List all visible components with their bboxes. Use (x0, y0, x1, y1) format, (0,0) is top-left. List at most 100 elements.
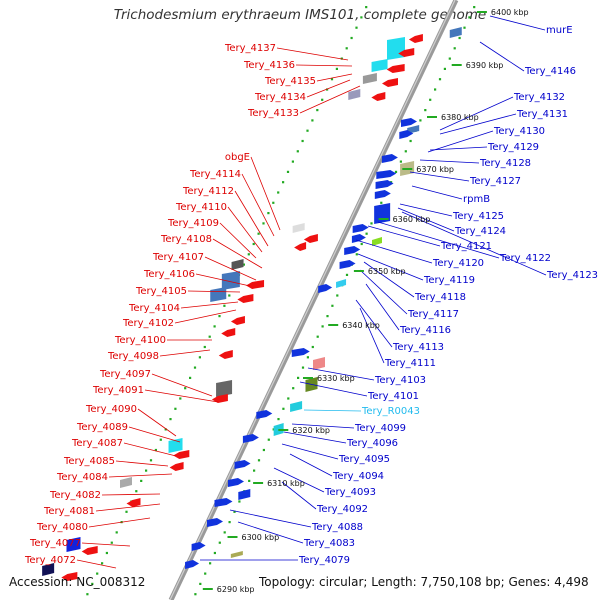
tick-dot (345, 273, 349, 276)
gene-block (238, 489, 251, 500)
gene-arrow (191, 542, 206, 551)
tick-dot (311, 345, 314, 349)
leader-line (299, 381, 368, 397)
tick-dot (453, 47, 456, 50)
leader-line (151, 373, 213, 397)
tick-dot (350, 36, 353, 40)
tick-dot (105, 551, 108, 555)
tick-dot (434, 88, 437, 91)
tick-dot (330, 78, 334, 81)
gene-label-right: rpmB (463, 194, 490, 205)
leader-line (489, 15, 546, 31)
tick-dot (360, 242, 363, 246)
gene-label-right: Tery_4116 (399, 325, 451, 336)
gene-label-right: Tery_4146 (524, 66, 576, 77)
gene-label-right: Tery_4111 (384, 358, 436, 369)
gene-block (362, 73, 377, 84)
tick-dot (223, 304, 226, 307)
tick-dot (409, 139, 412, 143)
gene-block (66, 537, 81, 552)
kbp-tick-label: 6350 kbp (368, 267, 406, 276)
gene-label-left: Tery_4080 (36, 522, 88, 533)
leader-line (299, 85, 361, 114)
gene-label-left: Tery_4072 (24, 555, 76, 566)
leader-line (108, 473, 173, 478)
gene-arrow (246, 280, 265, 289)
tick-dot (262, 448, 265, 452)
gene-block (372, 237, 382, 246)
leader-line (363, 261, 415, 298)
tick-dot (468, 16, 471, 19)
gene-arrow (375, 180, 394, 189)
tick-dot (336, 294, 339, 297)
tick-dot (189, 376, 192, 379)
tick-dot (331, 304, 334, 307)
gene-block (120, 477, 132, 488)
tick-dot (203, 345, 206, 349)
tick-dot (253, 469, 256, 472)
gene-label-right: murE (546, 25, 573, 36)
tick-dot (164, 428, 167, 431)
gene-label-left: Tery_4085 (63, 456, 115, 467)
tick-dot (301, 366, 305, 369)
tick-dot (193, 366, 197, 369)
leader-line (180, 301, 239, 309)
gene-block (336, 279, 347, 288)
tick-dot (204, 572, 207, 575)
gene-block (210, 287, 227, 302)
tick-dot (213, 325, 216, 328)
tick-dot (429, 98, 432, 101)
gene-label-left: Tery_4077 (29, 538, 81, 549)
tick-dot (194, 593, 197, 596)
gene-block (348, 89, 361, 100)
gene-arrow (351, 234, 366, 243)
tick-dot (257, 232, 260, 235)
accession-text: Accession: NC_008312 (9, 575, 146, 589)
tick-dot (365, 232, 368, 235)
tick-dot (316, 109, 319, 112)
kbp-tick-label: 6290 kbp (217, 585, 255, 594)
gene-label-right: Tery_4083 (303, 538, 355, 549)
leader-line (204, 256, 257, 281)
leader-line (195, 273, 251, 287)
tick-dot (355, 26, 358, 29)
tick-dot (96, 572, 99, 575)
tick-dot (282, 181, 285, 184)
tick-dot (277, 191, 280, 194)
gene-label-left: Tery_4087 (71, 438, 123, 449)
gene-label-left: Tery_4105 (135, 286, 187, 297)
tick-dot (140, 479, 143, 482)
leader-line (237, 521, 304, 544)
gene-label-left: Tery_4102 (122, 318, 174, 329)
leader-line (250, 156, 281, 231)
gene-label-left: Tery_4084 (56, 472, 108, 483)
gene-label-right: Tery_4119 (423, 275, 475, 286)
gene-arrow (230, 316, 245, 325)
gene-block (313, 357, 325, 370)
gene-label-right: Tery_4117 (407, 309, 459, 320)
tick-dot (321, 325, 324, 328)
gene-arrow (303, 234, 318, 243)
gene-label-right: Tery_4132 (513, 92, 565, 103)
tick-dot (91, 582, 94, 585)
gene-block (374, 203, 391, 224)
kbp-tick-label: 6310 kbp (267, 479, 305, 488)
gene-label-left: Tery_4136 (243, 60, 295, 71)
gene-label-left: Tery_4134 (254, 92, 306, 103)
gene-arrow (382, 78, 398, 87)
gene-label-left: Tery_4104 (128, 303, 180, 314)
tick-dot (360, 16, 363, 19)
gene-label-left: obgE (225, 152, 250, 163)
leader-line (115, 460, 169, 467)
gene-arrow (126, 498, 141, 507)
gene-label-left: Tery_4112 (182, 186, 234, 197)
tick-dot (291, 160, 294, 163)
gene-arrow (228, 478, 244, 487)
gene-label-right: Tery_4095 (338, 454, 390, 465)
leader-line (303, 409, 362, 412)
gene-label-right: Tery_4118 (414, 292, 466, 303)
tick-dot (252, 242, 255, 246)
gene-arrow (169, 462, 184, 471)
tick-dot (287, 397, 290, 400)
kbp-scale: 6400 kbp 6390 kbp 6380 kbp 6370 kbp 6360 kbp… (202, 8, 529, 594)
